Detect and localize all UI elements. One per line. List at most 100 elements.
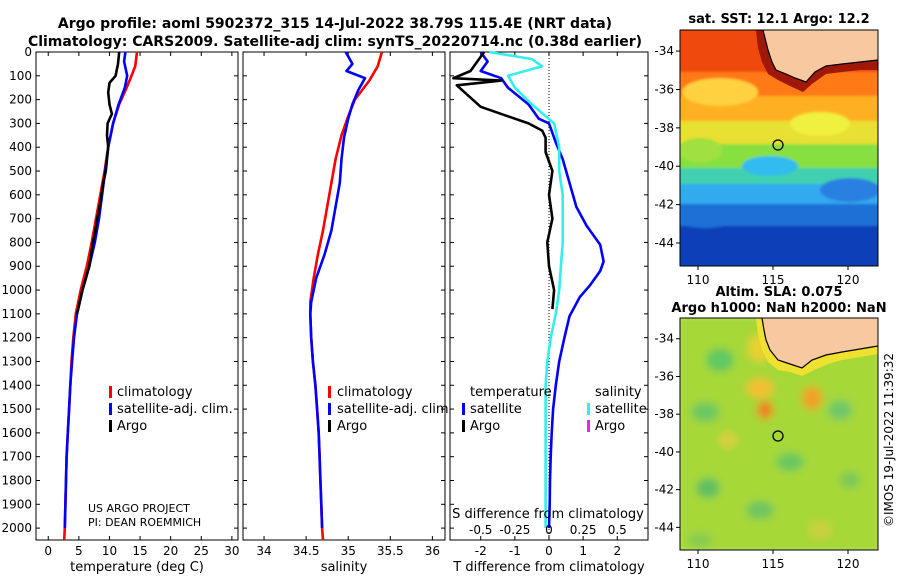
- project-note-line2: PI: DEAN ROEMMICH: [88, 516, 201, 529]
- legend-temperature-header: temperature: [470, 385, 552, 400]
- depth-tick-label: 1900: [1, 497, 32, 511]
- sla-map-ticks: 110 115 120 -34 -36 -38 -40 -42 -44: [654, 332, 859, 571]
- legend-t-satellite-label: satellite: [470, 402, 522, 417]
- salinity-panel: 34 34.5 35 35.5 36 climatology satellite-adj…: [242, 51, 453, 575]
- depth-tick-label: 900: [9, 259, 32, 273]
- depth-tick-label: 600: [9, 188, 32, 202]
- x-tick-label: 35: [341, 544, 356, 558]
- temperature-profile-lines: [62, 51, 139, 541]
- argo-position-marker: [772, 139, 784, 151]
- legend-climatology-label: climatology: [337, 385, 413, 400]
- legend-salinity-header: salinity: [595, 385, 642, 400]
- s-difference-tick-labels: -0.5 -0.25 0 0.25 0.5: [469, 523, 627, 537]
- latitude-tick-label: -42: [654, 483, 674, 497]
- legend-satellite-label: satellite-adj. clim.: [117, 402, 233, 417]
- x-tick-label: 0: [545, 544, 553, 558]
- sst-map-frame: [679, 29, 879, 267]
- s-difference-tick-label: 0.25: [570, 523, 597, 537]
- depth-tick-label: 1400: [1, 378, 32, 392]
- legend-satellite-swatch: [328, 403, 331, 415]
- latitude-tick-label: -34: [654, 44, 674, 58]
- sla-map-title-line1: Altim. SLA: 0.075: [716, 285, 843, 300]
- depth-tick-label: 1200: [1, 331, 32, 345]
- legend-s-satellite-swatch: [587, 403, 590, 415]
- temperature-panel: 0100200300400500600700800900100011001200…: [1, 45, 239, 575]
- longitude-tick-label: 110: [687, 557, 710, 571]
- australia-land: [762, 318, 878, 368]
- profile-line-satellite: [489, 50, 564, 529]
- salinity-profile-lines: [309, 51, 384, 541]
- depth-tick-label: 500: [9, 164, 32, 178]
- salinity-legend: climatology satellite-adj. clim. Argo: [328, 385, 453, 434]
- difference-depth-ticks: [450, 51, 648, 529]
- project-note-line1: US ARGO PROJECT: [88, 502, 190, 515]
- legend-climatology-swatch: [328, 386, 331, 398]
- latitude-tick-label: -42: [654, 198, 674, 212]
- legend-s-argo-swatch: [587, 420, 590, 432]
- depth-tick-label: 1300: [1, 354, 32, 368]
- legend-t-satellite-swatch: [462, 403, 465, 415]
- t-difference-axis-label: T difference from climatology: [452, 560, 645, 575]
- difference-profile-lines: [452, 50, 605, 529]
- longitude-tick-label: 115: [762, 557, 785, 571]
- depth-tick-label: 300: [9, 116, 32, 130]
- latitude-tick-label: -44: [654, 520, 674, 534]
- legend-argo-swatch: [109, 420, 112, 432]
- legend-climatology-label: climatology: [117, 385, 193, 400]
- legend-t-argo-swatch: [462, 420, 465, 432]
- x-tick-label: 10: [102, 544, 117, 558]
- depth-tick-label: 100: [9, 69, 32, 83]
- s-difference-tick-label: -0.5: [469, 523, 492, 537]
- depth-tick-label: 200: [9, 93, 32, 107]
- x-tick-label: 36: [425, 544, 440, 558]
- temperature-plot-frame: [35, 51, 239, 541]
- s-difference-tick-label: 0.5: [608, 523, 627, 537]
- x-tick-label: -2: [475, 544, 487, 558]
- x-tick-label: 34: [256, 544, 271, 558]
- latitude-tick-label: -36: [654, 82, 674, 96]
- x-tick-label: 34.5: [293, 544, 320, 558]
- australia-land: [763, 30, 878, 82]
- x-tick-label: -1: [509, 544, 521, 558]
- x-tick-label: 2: [613, 544, 621, 558]
- x-tick-label: 1: [579, 544, 587, 558]
- credit-text: ©IMOS 19-Jul-2022 11:39:32: [882, 353, 896, 527]
- figure-title-line2: Climatology: CARS2009. Satellite-adj cli…: [28, 34, 642, 50]
- depth-tick-label: 1800: [1, 473, 32, 487]
- coastal-warm-band: [756, 30, 878, 92]
- difference-legend: temperature salinity satellite Argo sate…: [462, 385, 647, 434]
- depth-tick-label: 0: [24, 45, 32, 59]
- depth-tick-label: 1600: [1, 426, 32, 440]
- depth-tick-label: 2000: [1, 521, 32, 535]
- figure-title-line1: Argo profile: aoml 5902372_315 14-Jul-20…: [58, 16, 612, 32]
- latitude-tick-label: -40: [654, 159, 674, 173]
- depth-tick-label: 1100: [1, 307, 32, 321]
- x-tick-label: 25: [194, 544, 209, 558]
- longitude-tick-label: 110: [687, 273, 710, 287]
- longitude-tick-label: 120: [837, 557, 860, 571]
- latitude-tick-label: -34: [654, 332, 674, 346]
- x-tick-label: 35.5: [377, 544, 404, 558]
- legend-argo-label: Argo: [337, 419, 367, 434]
- profile-line-argo: [452, 51, 556, 310]
- latitude-tick-label: -38: [654, 407, 674, 421]
- x-tick-label: 5: [75, 544, 83, 558]
- x-tick-label: 30: [224, 544, 239, 558]
- legend-satellite-swatch: [109, 403, 112, 415]
- latitude-tick-label: -36: [654, 369, 674, 383]
- salinity-axis-label: salinity: [321, 560, 368, 575]
- legend-s-argo-label: Argo: [595, 419, 625, 434]
- s-difference-axis-label: S difference from climatology: [452, 507, 644, 522]
- s-difference-tick-label: 0: [545, 523, 553, 537]
- latitude-tick-label: -44: [654, 236, 674, 250]
- depth-tick-label: 1500: [1, 402, 32, 416]
- latitude-tick-label: -38: [654, 121, 674, 135]
- temperature-axis-ticks: 0 5 10 15 20 25 30: [44, 52, 240, 558]
- temperature-axis-label: temperature (deg C): [70, 560, 204, 575]
- sst-map-title: sat. SST: 12.1 Argo: 12.2: [688, 12, 869, 27]
- sla-map-panel: Altim. SLA: 0.075 Argo h1000: NaN h2000:…: [654, 285, 886, 571]
- s-difference-tick-label: -0.25: [499, 523, 530, 537]
- temperature-legend: climatology satellite-adj. clim. Argo: [109, 385, 233, 434]
- t-difference-axis-ticks: -2 -1 0 1 2: [475, 52, 621, 558]
